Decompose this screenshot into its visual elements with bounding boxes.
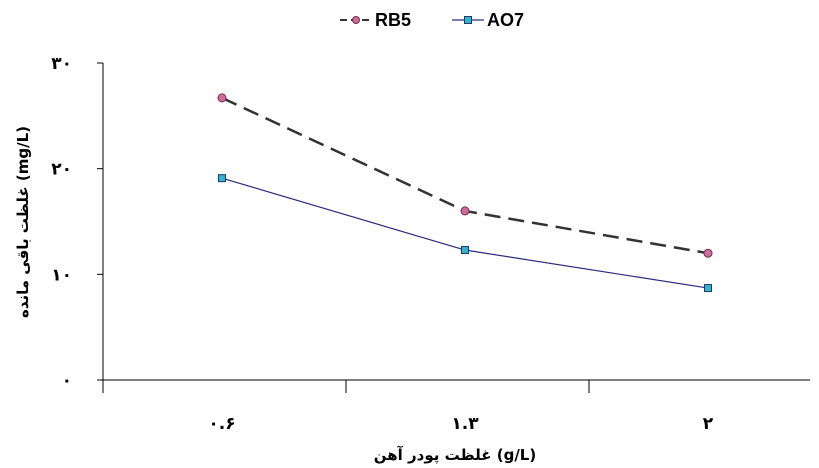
data-point-rb5: [460, 206, 470, 216]
data-point-rb5: [217, 93, 227, 103]
series-line-rb5: [221, 96, 709, 255]
legend-marker-rb5: [352, 16, 360, 24]
axes: [102, 63, 810, 381]
x-tick-label: ۰.۶: [208, 414, 235, 434]
legend-label-ao7: AO7: [487, 10, 524, 30]
legend-label-rb5: RB5: [375, 10, 411, 30]
data-point-ao7: [704, 284, 712, 293]
y-tick-label: ۳۰: [51, 54, 72, 74]
y-tick-label: ۲۰: [51, 160, 72, 180]
data-point-ao7: [218, 174, 226, 183]
x-tick-label: ۲: [703, 414, 714, 434]
data-point-rb5: [703, 248, 713, 258]
y-axis-title: غلظت باقی مانده (mg/L): [14, 126, 32, 318]
series-line-ao7: [221, 177, 709, 289]
y-tick-label: ۱۰: [51, 265, 72, 285]
legend-marker-ao7: [464, 16, 472, 24]
series-layer: [217, 93, 713, 293]
y-ticks: ۰ ۱۰ ۲۰ ۳۰: [51, 54, 103, 391]
x-axis-title: غلظت پودر آهن (g/L): [374, 446, 536, 465]
y-tick-label: ۰: [62, 371, 72, 391]
legend: RB5 AO7: [340, 10, 524, 30]
x-tick-label: ۱.۳: [451, 414, 479, 434]
data-point-ao7: [461, 246, 469, 255]
x-ticks: ۰.۶ ۱.۳ ۲: [102, 380, 714, 434]
